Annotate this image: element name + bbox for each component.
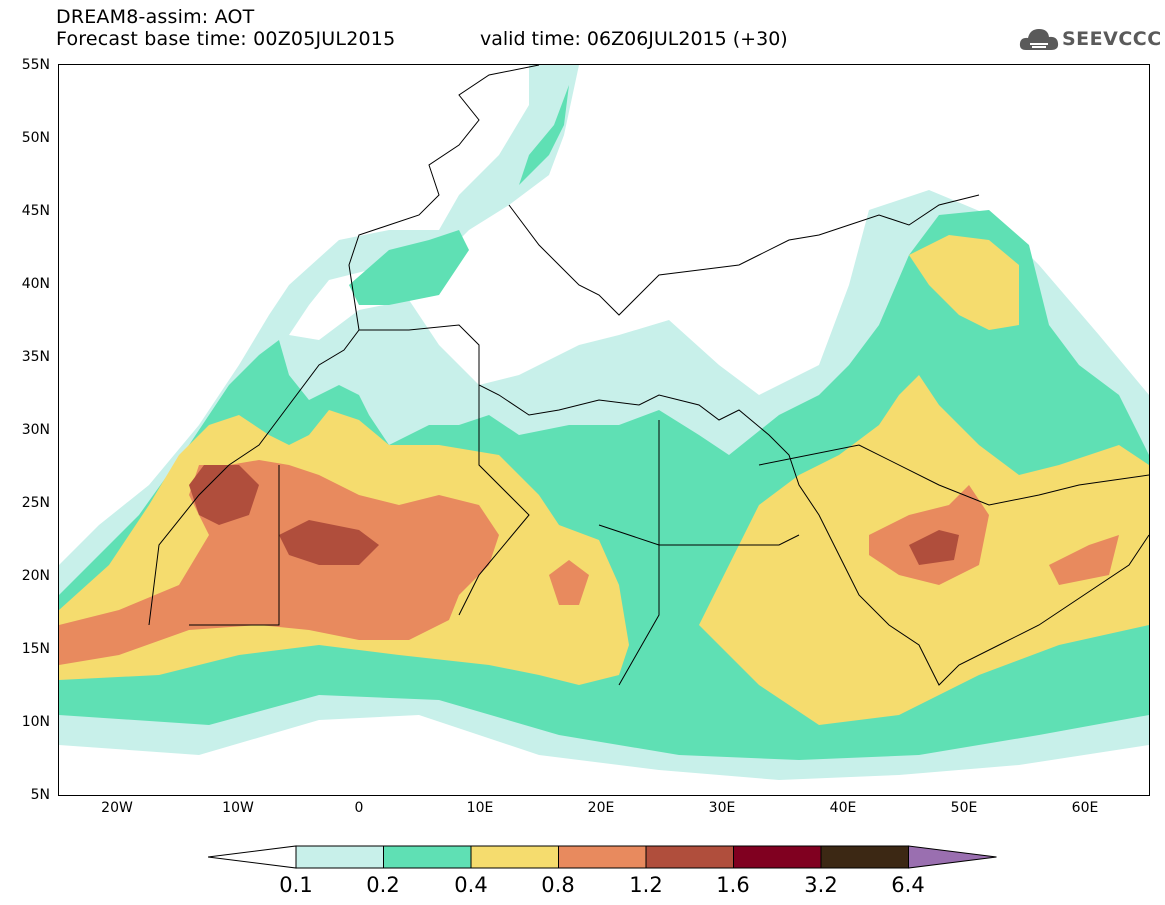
colorbar-label: 6.4 [891,873,925,897]
lat-label: 30N [21,422,50,438]
colorbar-label: 0.4 [454,873,488,897]
lon-label: 0 [354,800,364,816]
colorbar-segment [733,845,822,869]
colorbar-label: 0.2 [366,873,400,897]
lat-label: 45N [21,203,50,219]
lat-label: 50N [21,130,50,146]
cloud-icon [1019,29,1059,50]
aot-band-1.2 [189,465,959,565]
lon-label: 10W [222,800,254,816]
logo-text: SEEVCCC [1062,28,1162,50]
lat-label: 25N [21,495,50,511]
colorbar-segment [295,845,384,869]
lat-label: 5N [30,787,50,803]
colorbar-arrow-high [908,845,997,869]
lon-label: 30E [708,800,736,816]
colorbar-svg [207,845,997,869]
colorbar [207,841,998,873]
lat-label: 20N [21,568,50,584]
lat-label: 40N [21,276,50,292]
lat-label: 15N [21,641,50,657]
lat-label: 35N [21,349,50,365]
lon-label: 20E [587,800,615,816]
colorbar-label: 0.1 [279,873,313,897]
map-title: DREAM8-assim: AOT [56,6,255,28]
country-borders [148,65,1149,686]
aot-field [59,65,1149,780]
seevccc-logo: SEEVCCC [1018,24,1161,56]
valid-time: valid time: 06Z06JUL2015 (+30) [480,28,788,50]
lon-label: 60E [1071,800,1099,816]
lon-label: 50E [950,800,978,816]
colorbar-segment [820,845,909,869]
colorbar-segment [558,845,647,869]
colorbar-arrow-low [207,845,297,869]
colorbar-segment [383,845,472,869]
lat-label: 10N [21,714,50,730]
colorbar-label: 1.6 [716,873,750,897]
colorbar-label: 0.8 [541,873,575,897]
aot-map [58,64,1150,796]
colorbar-segment [645,845,734,869]
colorbar-segment [470,845,559,869]
lon-label: 10E [466,800,494,816]
lon-label: 20W [101,800,133,816]
forecast-base-time: Forecast base time: 00Z05JUL2015 [56,28,396,50]
lon-label: 40E [829,800,857,816]
lat-label: 55N [21,57,50,73]
colorbar-label: 1.2 [629,873,663,897]
colorbar-label: 3.2 [804,873,838,897]
